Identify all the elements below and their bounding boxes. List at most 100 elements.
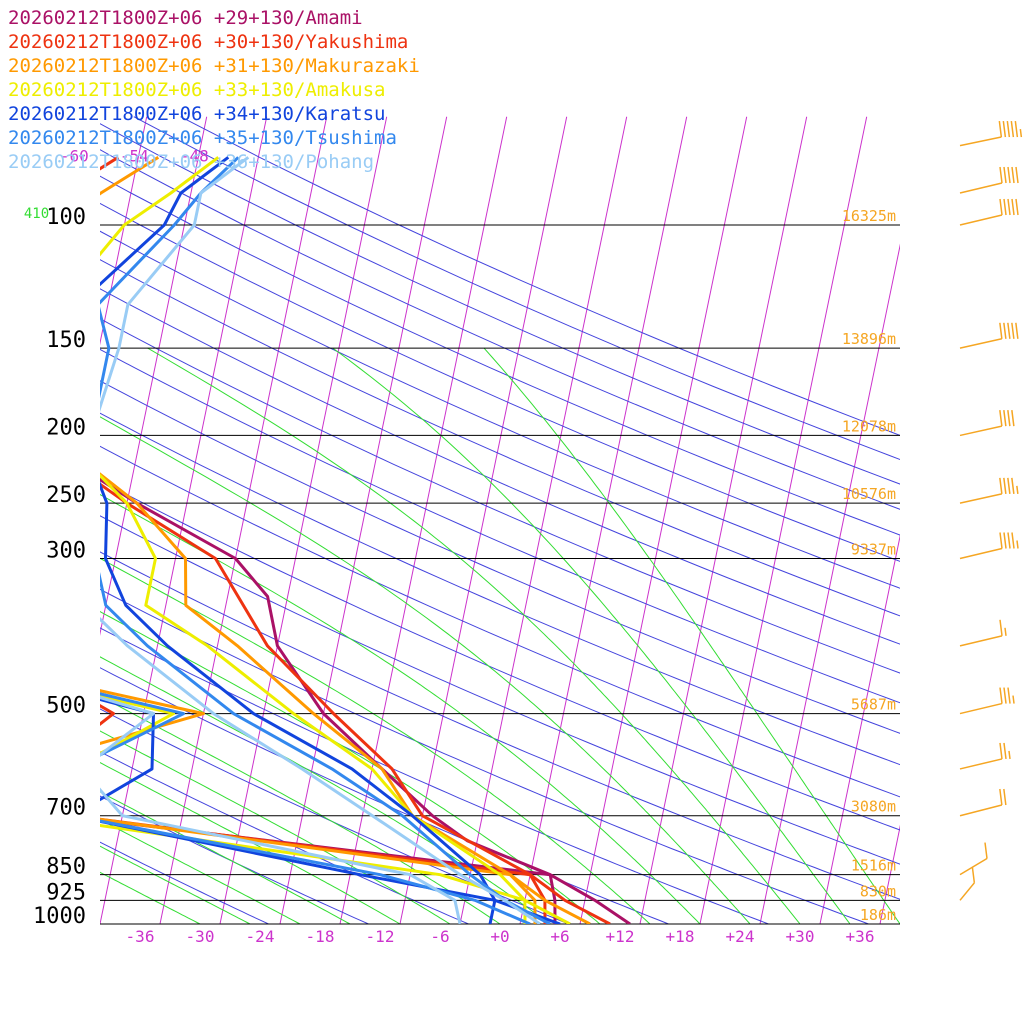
x-tick-label: -6: [430, 927, 449, 946]
theta-label: 410: [24, 206, 49, 222]
wind-barb-shaft: [959, 425, 1003, 437]
pressure-label-150: 150: [46, 328, 86, 353]
isotherm-line: [219, 116, 388, 924]
wind-barb-flag: [1007, 532, 1011, 549]
temperature-profile-3: [100, 156, 571, 924]
legend-entry: 20260212T1800Z+06 +35+130/Tsushima: [8, 127, 397, 149]
legend-entry: 20260212T1800Z+06 +34+130/Karatsu: [8, 103, 386, 125]
dewpoint-profile-5: [100, 692, 531, 924]
wind-barb-flag: [1003, 166, 1007, 184]
isotherm-line: [519, 116, 688, 924]
moist-adiabat-line: [100, 761, 401, 924]
x-tick-label: -30: [186, 927, 215, 946]
dewpoint-profile-0: [100, 818, 557, 924]
dry-adiabat-line: [100, 123, 900, 485]
wind-barb: [959, 842, 988, 876]
wind-barb-shaft: [959, 136, 1002, 147]
x-tick-label: -12: [366, 927, 395, 946]
wind-barb-flag: [1011, 198, 1015, 216]
temperature-profile-0: [100, 477, 631, 924]
height-label-850: 1516m: [851, 857, 896, 875]
wind-barb-shaft: [959, 214, 1003, 226]
wind-barb-flag: [1015, 198, 1019, 216]
dry-adiabat-line: [100, 230, 900, 589]
dry-adiabat-line: [100, 348, 900, 704]
isotherm-line: [100, 116, 148, 346]
dry-adiabat-line: [100, 515, 900, 865]
legend-entry: 20260212T1800Z+06 +36+130/Pohang: [8, 151, 375, 173]
wind-barb-flag: [1007, 322, 1011, 339]
sounding-profiles: [100, 156, 631, 924]
dry-adiabat-line: [100, 412, 900, 766]
wind-barb-flag: [999, 322, 1003, 339]
wind-barb-flag: [1006, 120, 1011, 138]
legend-entry: 20260212T1800Z+06 +33+130/Amakusa: [8, 79, 386, 101]
isotherm-line: [100, 116, 208, 636]
isotherm-line: [819, 534, 900, 924]
wind-barb-shaft: [959, 338, 1003, 349]
moist-adiabat-line: [100, 416, 751, 924]
wind-barb: [959, 742, 1011, 770]
wind-barb-flag: [1015, 322, 1019, 339]
height-label-500: 5687m: [851, 696, 896, 714]
moist-adiabat-line: [147, 347, 801, 924]
wind-barb-flag: [1003, 687, 1007, 704]
wind-barb-half-flag: [1019, 128, 1023, 138]
wind-barb-shaft: [959, 547, 1003, 560]
labels: 100 16325m 150 13896m 200 12078m 250 10576m 300 9…: [24, 146, 896, 946]
wind-barb: [959, 788, 1007, 817]
pressure-label-250: 250: [46, 483, 86, 508]
dry-adiabat-line: [100, 175, 900, 536]
height-label-100: 16325m: [842, 207, 896, 225]
dry-adiabat-line: [100, 288, 900, 645]
isotherm-line: [579, 116, 748, 924]
dry-adiabat-line: [100, 708, 569, 924]
wind-barb-flag: [999, 532, 1003, 549]
dewpoint-profile-3: [100, 694, 527, 924]
isotherm-label: -60: [60, 146, 89, 165]
temperature-profile-6: [100, 156, 541, 924]
height-label-250: 10576m: [842, 485, 896, 503]
dry-adiabat-line: [100, 841, 269, 924]
wind-barb-flag: [1011, 166, 1015, 184]
wind-barb-flag: [1007, 410, 1011, 427]
wind-barb: [959, 477, 1019, 504]
wind-barb-flag: [1007, 687, 1011, 704]
isotherm-line: [759, 243, 900, 924]
wind-barb-flag: [1003, 788, 1007, 806]
wind-barb: [959, 532, 1019, 560]
wind-barb-shaft: [959, 635, 1003, 647]
temperature-profile-4: [100, 156, 561, 924]
wind-barb: [959, 166, 1019, 194]
dewpoint-profile-6: [100, 695, 462, 924]
wind-barb-flag: [999, 198, 1003, 216]
wind-barb-flag: [1011, 410, 1015, 427]
wind-barb-flag: [1011, 477, 1015, 494]
x-tick-label: +24: [726, 927, 755, 946]
wind-barb-flag: [1003, 410, 1007, 427]
height-label-925: 830m: [860, 882, 896, 900]
wind-barb-shaft: [959, 857, 988, 876]
wind-barb-flag: [1007, 198, 1011, 216]
legend-entry: 20260212T1800Z+06 +31+130/Makurazaki: [8, 55, 420, 77]
wind-barb-flag: [999, 410, 1003, 427]
legend-entry: 20260212T1800Z+06 +30+130/Yakushima: [8, 31, 409, 53]
wind-barb-half-flag: [1008, 750, 1011, 760]
height-label-150: 13896m: [842, 330, 896, 348]
height-label-700: 3080m: [851, 798, 896, 816]
wind-barb: [959, 687, 1015, 715]
pressure-label-200: 200: [46, 415, 86, 440]
isotherm-line: [100, 116, 268, 924]
temperature-profile-1: [100, 156, 611, 924]
isobar-lines: [100, 224, 900, 925]
wind-barbs: [959, 120, 1023, 901]
dry-adiabat-line: [180, 116, 900, 436]
height-label-200: 12078m: [842, 417, 896, 435]
wind-barb-flag: [999, 788, 1003, 806]
moist-adiabat-line: [100, 611, 601, 924]
wind-barb-flag: [1003, 742, 1007, 760]
height-label-300: 9337m: [851, 541, 896, 559]
wind-barb-shaft: [959, 758, 1003, 770]
dry-adiabat-line: [100, 588, 869, 924]
isotherm-line: [279, 116, 448, 924]
